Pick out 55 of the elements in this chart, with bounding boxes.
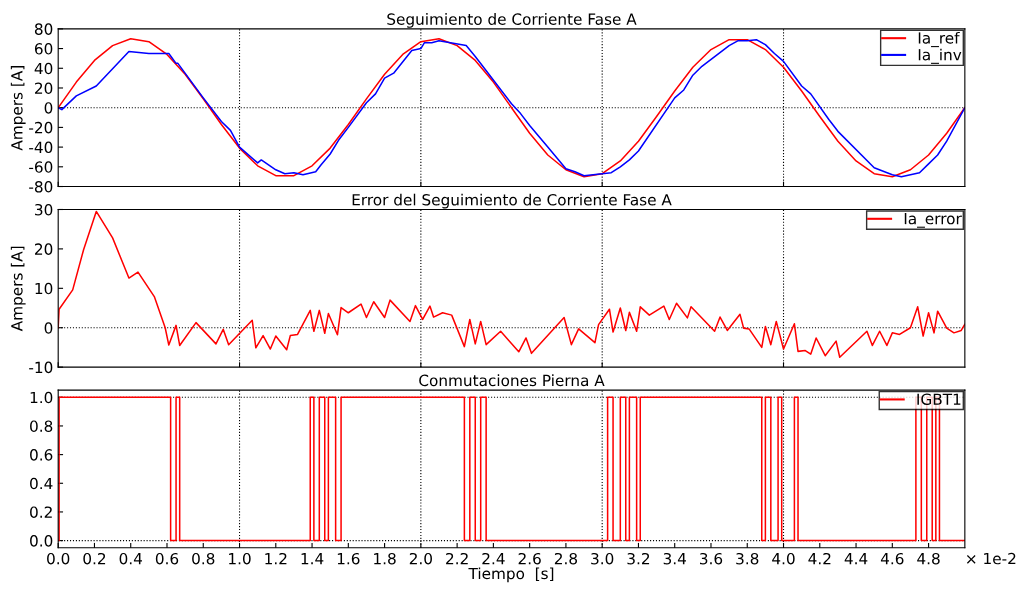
y-tick-label: 0.6 xyxy=(30,449,53,461)
y-tick-label: -10 xyxy=(29,361,53,374)
x-tick-label: 3.0 xyxy=(591,552,614,565)
x-tick-label: 1.2 xyxy=(265,552,287,565)
y-tick-label: 60 xyxy=(34,43,53,55)
y-tick-label: 10 xyxy=(35,282,53,295)
x-tick-label: 3.4 xyxy=(663,552,687,565)
x-tick-label: 4.4 xyxy=(844,553,868,565)
y-tick-label: 30 xyxy=(35,203,53,216)
y-tick-label: 40 xyxy=(34,62,53,75)
legend-label: Ia_ref xyxy=(918,31,960,48)
y-tick-label: 0 xyxy=(44,102,53,114)
y-tick-label: 0.4 xyxy=(30,477,53,490)
y-tick-label: 0.0 xyxy=(30,535,53,547)
y-tick-label: -20 xyxy=(29,121,53,134)
x-tick-label: 2.4 xyxy=(482,552,505,565)
y-tick-label: 80 xyxy=(34,23,53,35)
y-tick-label: 0 xyxy=(44,322,53,334)
x-tick-label: 1.4 xyxy=(301,553,324,565)
x-tick-label: 1.0 xyxy=(229,552,251,565)
x-axis-title: Tiempo [s] xyxy=(468,567,554,583)
legend-label: IGBT1 xyxy=(917,393,961,405)
x-tick-label: 2.0 xyxy=(409,552,432,565)
x-tick-label: 3.2 xyxy=(627,552,650,565)
y-tick-label: 1.0 xyxy=(30,391,53,404)
y-tick-label: -40 xyxy=(29,141,53,154)
y-tick-label: -80 xyxy=(29,180,53,193)
x-tick-label: 0.6 xyxy=(155,552,179,565)
x-tick-label: 0.4 xyxy=(119,552,143,565)
x-tick-label: 1.6 xyxy=(337,552,360,565)
text: × 1e-2 xyxy=(966,552,1016,565)
x-tick-label: 0.8 xyxy=(192,552,215,565)
y-tick-label: 0.8 xyxy=(30,420,53,432)
chart-title: Conmutaciones Pierna A xyxy=(419,374,605,387)
y-axis-title: Ampers [A] xyxy=(10,246,26,332)
y-tick-label: 20 xyxy=(35,243,53,255)
chart-title: Error del Seguimiento de Corriente Fase A xyxy=(352,193,672,209)
x-tick-label: 3.6 xyxy=(700,552,723,565)
x-tick-label: 1.8 xyxy=(374,552,396,565)
x-tick-label: 4.6 xyxy=(880,552,904,565)
x-tick-label: 2.6 xyxy=(518,552,541,565)
x-tick-label: 4.2 xyxy=(808,552,831,565)
x-tick-label: 4.8 xyxy=(917,552,940,565)
x-tick-label: 3.8 xyxy=(736,552,759,565)
x-tick-label: 4.0 xyxy=(772,552,795,565)
y-tick-label: 0.2 xyxy=(30,506,52,518)
y-tick-label: 20 xyxy=(35,82,53,94)
legend-label: Ia_error xyxy=(904,213,962,228)
x-tick-label: 0.2 xyxy=(83,552,106,565)
y-tick-label: -60 xyxy=(29,161,53,173)
chart-title: Seguimiento de Corriente Fase A xyxy=(387,13,637,28)
x-tick-label: 2.8 xyxy=(554,552,578,565)
y-axis-title: Ampers [A] xyxy=(10,66,26,151)
x-tick-label: 2.2 xyxy=(446,552,468,565)
legend-label: Ia_inv xyxy=(918,48,962,64)
